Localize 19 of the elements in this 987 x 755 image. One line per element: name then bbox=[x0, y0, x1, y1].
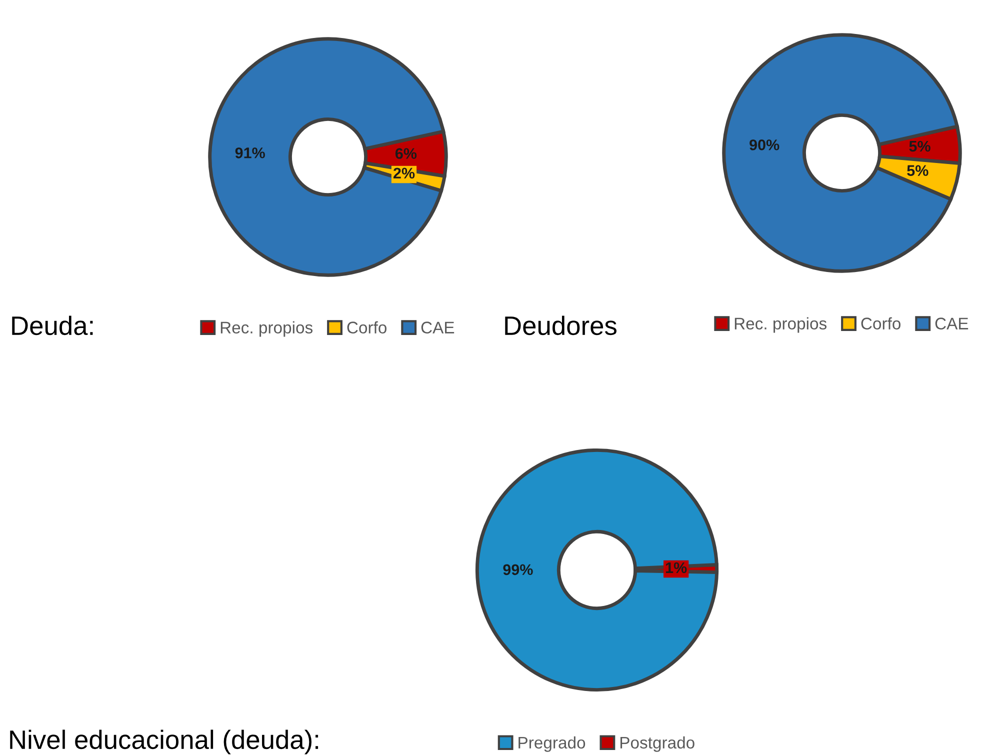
text: Deuda: bbox=[12, 316, 93, 336]
legend-label: Corfo bbox=[347, 321, 386, 334]
legend-label: Rec. propios bbox=[220, 321, 313, 337]
legend-label: Pregrado bbox=[518, 736, 586, 752]
data-label: 91% bbox=[235, 148, 265, 158]
legend-label: CAE bbox=[935, 318, 968, 330]
text: Deudores bbox=[505, 316, 616, 336]
data-label: 99% bbox=[503, 564, 533, 576]
legend-label: Postgrado bbox=[620, 736, 694, 752]
data-label: 6% bbox=[395, 148, 417, 159]
data-label: 5% bbox=[907, 165, 928, 176]
data-label: 1% bbox=[666, 562, 687, 574]
data-label: 90% bbox=[750, 139, 780, 150]
data-label: 5% bbox=[909, 140, 930, 152]
legend-label: Rec. propios bbox=[734, 317, 827, 333]
legend-label: Corfo bbox=[861, 317, 900, 330]
data-label: 2% bbox=[393, 168, 415, 179]
legend-label: CAE bbox=[421, 322, 454, 334]
text: Nivel educacional (deuda): bbox=[10, 730, 318, 754]
